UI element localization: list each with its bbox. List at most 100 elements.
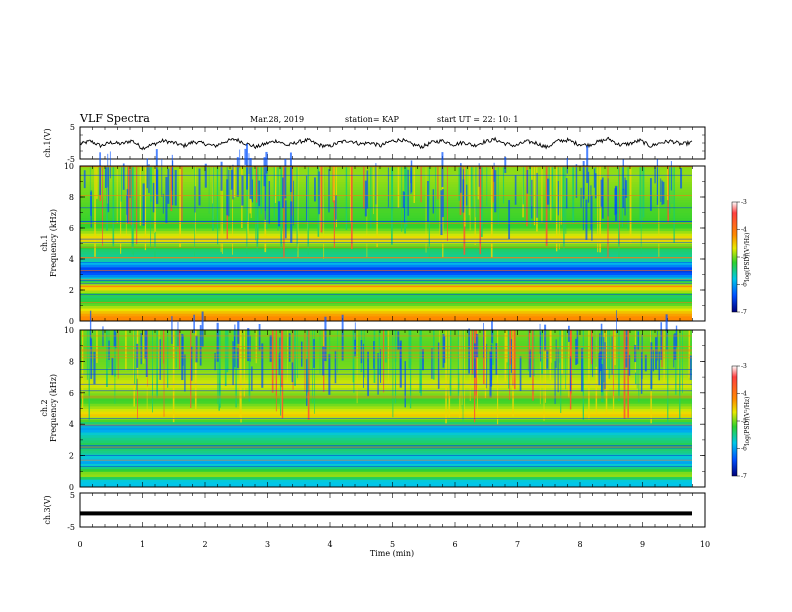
sferic-streak [265, 166, 268, 230]
spectrogram-dropout [611, 336, 613, 375]
tonal-line [80, 397, 692, 399]
spectrogram-band [80, 426, 692, 430]
sferic-streak [486, 166, 488, 206]
spectrogram-band [80, 313, 692, 317]
sferic-streak [307, 330, 310, 420]
y-tick-label: 6 [69, 224, 74, 233]
sferic-streak [106, 166, 108, 231]
spectrogram-band [80, 369, 692, 373]
spectrogram-dropout [148, 164, 150, 194]
spectrogram-band [80, 405, 692, 409]
sferic-streak [194, 330, 197, 410]
sferic-streak [212, 166, 214, 231]
sferic-streak [307, 166, 309, 255]
sferic-streak [271, 330, 274, 393]
sferic-streak [392, 330, 394, 418]
spectrogram-dropout [580, 187, 582, 208]
sferic-streak [477, 166, 479, 200]
spectrogram-dropout [604, 342, 606, 390]
sferic-streak [555, 166, 558, 252]
spectrogram-band [80, 251, 692, 255]
sferic-streak [383, 330, 385, 393]
spectrogram-band [80, 364, 692, 368]
spectrogram-band [80, 290, 692, 294]
y-tick-label: 8 [69, 357, 74, 366]
spectrogram-band [80, 421, 692, 425]
tonal-line [80, 242, 692, 244]
tonal-line [80, 446, 692, 448]
spectrogram-dropout [495, 343, 498, 375]
tonal-line [80, 395, 692, 397]
sferic-streak [439, 330, 441, 390]
spectrogram-dropout [99, 152, 101, 196]
spectrogram-dropout [236, 157, 239, 197]
spectrogram-dropout [603, 337, 605, 383]
ch1-colorbar-label: log(PSD)(V²/Hz) [744, 233, 751, 282]
sferic-streak [565, 166, 567, 234]
spectrogram-dropout [264, 173, 266, 211]
spectrogram-dropout [624, 177, 626, 216]
sferic-streak [512, 330, 514, 397]
spectrogram-band [80, 228, 692, 232]
sferic-streak [314, 330, 315, 414]
tonal-line [80, 294, 692, 296]
spectrogram-dropout [644, 354, 647, 372]
x-axis-label: Time (min) [370, 549, 414, 558]
tonal-line [80, 257, 692, 259]
sferic-streak [458, 166, 461, 201]
spectrogram-dropout [278, 353, 280, 376]
sferic-streak [350, 166, 351, 223]
spectrogram-band [80, 418, 692, 423]
sferic-streak [114, 330, 116, 404]
spectrogram-dropout [440, 190, 443, 236]
sferic-streak [608, 330, 610, 379]
sferic-streak [532, 330, 534, 401]
spectrogram-dropout [600, 323, 603, 360]
spectrogram-band [80, 184, 692, 188]
spectrogram-dropout [600, 179, 603, 207]
spectrogram-band [80, 361, 692, 365]
spectrogram-dropout [341, 314, 344, 361]
spectrogram-dropout [322, 346, 325, 376]
ch1-colorbar [731, 201, 738, 313]
sferic-streak [156, 330, 158, 398]
sferic-streak [133, 166, 135, 256]
sferic-streak [469, 166, 471, 231]
sferic-streak [277, 166, 279, 231]
colorbar-tick-label: -5 [741, 418, 747, 425]
sferic-streak [175, 330, 177, 368]
spectrogram-dropout [171, 160, 174, 206]
tonal-line [80, 285, 692, 287]
tonal-line [80, 220, 692, 222]
spectrogram-dropout [226, 179, 229, 216]
spectrogram-band [80, 398, 692, 402]
spectrogram-band [80, 408, 692, 412]
spectrogram-dropout [122, 163, 125, 190]
spectrogram-dropout [249, 158, 252, 199]
spectrogram-dropout [427, 180, 429, 222]
spectrogram-dropout [666, 329, 668, 350]
colorbar-tick-label: -7 [741, 309, 747, 316]
spectrogram-dropout [656, 159, 659, 205]
spectrogram-band [80, 230, 692, 234]
sferic-streak [591, 330, 593, 365]
spectrogram-dropout [194, 186, 196, 213]
sferic-streak [561, 330, 563, 375]
spectrogram-band [80, 215, 692, 219]
y-tick-label: 8 [69, 193, 74, 202]
spectrogram-dropout [129, 169, 131, 198]
sferic-streak [333, 166, 335, 248]
spectrogram-dropout [324, 316, 327, 362]
y-tick-label: 10 [64, 162, 74, 171]
sferic-streak [217, 166, 219, 245]
sferic-streak [376, 166, 378, 248]
spectrogram-dropout [191, 346, 193, 381]
spectrogram-band [80, 468, 692, 472]
spectrogram-dropout [660, 322, 663, 360]
tonal-line [80, 246, 692, 248]
spectrogram-dropout [510, 339, 512, 373]
spectrogram-band [80, 300, 692, 304]
sferic-streak [612, 330, 614, 397]
sferic-streak [373, 166, 374, 215]
sferic-streak [112, 166, 115, 247]
